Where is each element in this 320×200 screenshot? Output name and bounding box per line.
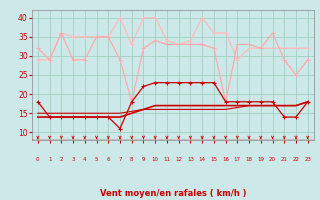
Text: Vent moyen/en rafales ( km/h ): Vent moyen/en rafales ( km/h ): [100, 189, 246, 198]
